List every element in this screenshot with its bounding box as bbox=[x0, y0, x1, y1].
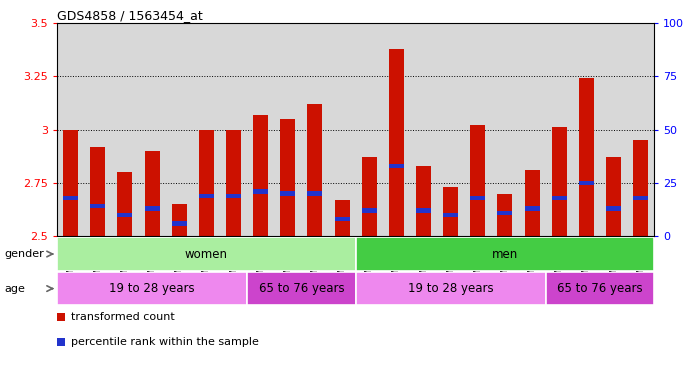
Bar bbox=[525, 206, 539, 210]
Bar bbox=[362, 157, 377, 236]
Bar bbox=[546, 272, 654, 305]
Bar bbox=[90, 147, 105, 236]
Text: women: women bbox=[185, 248, 228, 260]
Bar bbox=[145, 206, 159, 210]
Bar bbox=[606, 157, 621, 236]
Text: age: age bbox=[5, 283, 26, 294]
Bar bbox=[247, 272, 356, 305]
Bar bbox=[308, 191, 322, 196]
Bar bbox=[145, 151, 159, 236]
Bar bbox=[280, 191, 295, 196]
Bar bbox=[579, 181, 594, 185]
Bar bbox=[416, 209, 431, 213]
Bar bbox=[389, 164, 404, 168]
Bar bbox=[118, 172, 132, 236]
Text: 65 to 76 years: 65 to 76 years bbox=[557, 282, 643, 295]
Bar bbox=[226, 194, 241, 198]
Bar bbox=[253, 189, 268, 194]
Bar bbox=[308, 104, 322, 236]
Bar bbox=[63, 129, 78, 236]
Bar bbox=[90, 204, 105, 209]
Bar bbox=[470, 125, 485, 236]
Bar bbox=[498, 194, 512, 236]
Bar bbox=[470, 196, 485, 200]
Text: men: men bbox=[492, 248, 518, 260]
Text: gender: gender bbox=[5, 249, 45, 259]
Bar bbox=[280, 119, 295, 236]
Bar bbox=[552, 127, 567, 236]
Bar bbox=[362, 209, 377, 213]
Bar bbox=[498, 210, 512, 215]
Bar bbox=[416, 166, 431, 236]
Bar bbox=[172, 221, 187, 225]
Bar bbox=[633, 140, 648, 236]
Bar bbox=[335, 200, 349, 236]
Bar bbox=[525, 170, 539, 236]
Bar bbox=[552, 196, 567, 200]
Bar bbox=[443, 213, 458, 217]
Bar bbox=[356, 237, 654, 271]
Bar bbox=[335, 217, 349, 221]
Text: 65 to 76 years: 65 to 76 years bbox=[258, 282, 345, 295]
Bar bbox=[579, 78, 594, 236]
Bar bbox=[118, 213, 132, 217]
Bar bbox=[443, 187, 458, 236]
Bar bbox=[172, 204, 187, 236]
Bar bbox=[57, 237, 356, 271]
Bar bbox=[199, 129, 214, 236]
Bar bbox=[199, 194, 214, 198]
Bar bbox=[606, 206, 621, 210]
Text: 19 to 28 years: 19 to 28 years bbox=[109, 282, 195, 295]
Text: transformed count: transformed count bbox=[71, 312, 175, 322]
Bar bbox=[226, 129, 241, 236]
Text: 19 to 28 years: 19 to 28 years bbox=[408, 282, 493, 295]
Bar bbox=[389, 49, 404, 236]
Bar bbox=[356, 272, 546, 305]
Bar bbox=[633, 196, 648, 200]
Bar bbox=[57, 272, 247, 305]
Bar bbox=[63, 196, 78, 200]
Text: GDS4858 / 1563454_at: GDS4858 / 1563454_at bbox=[57, 9, 203, 22]
Bar bbox=[253, 115, 268, 236]
Text: percentile rank within the sample: percentile rank within the sample bbox=[71, 337, 259, 347]
